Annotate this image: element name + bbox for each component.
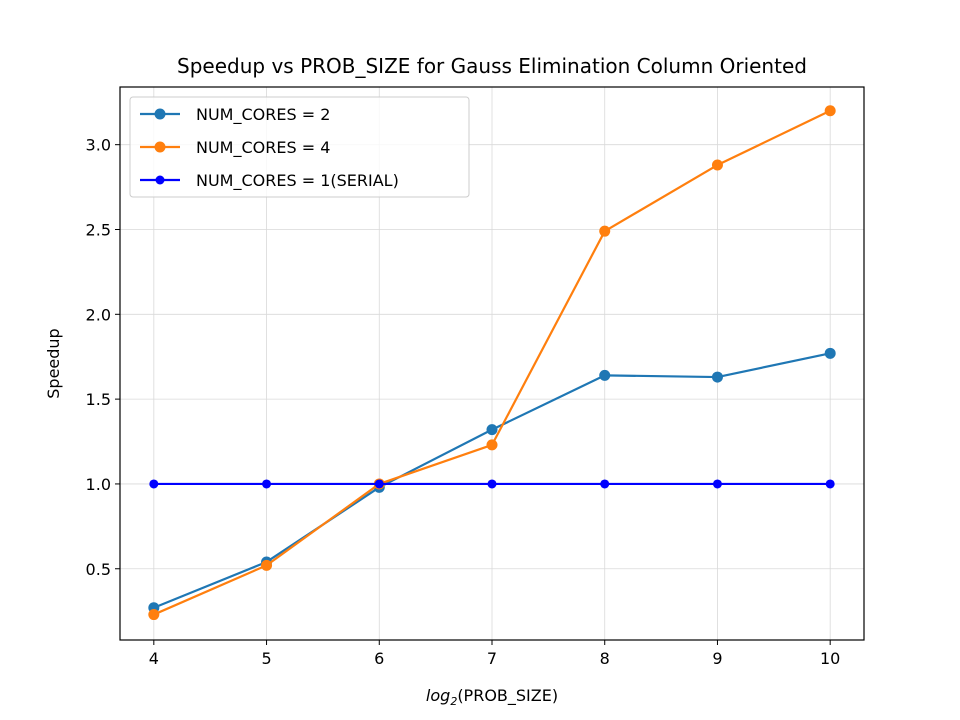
series-3 bbox=[149, 479, 835, 489]
data-point bbox=[486, 439, 498, 451]
data-point bbox=[599, 369, 611, 381]
data-point bbox=[711, 371, 723, 383]
x-axis-label: log2(PROB_SIZE) bbox=[426, 686, 558, 708]
x-tick-label: 5 bbox=[261, 649, 271, 668]
data-point bbox=[824, 105, 836, 117]
x-tick-label: 10 bbox=[820, 649, 840, 668]
x-tick-label: 7 bbox=[487, 649, 497, 668]
x-tick-label: 9 bbox=[712, 649, 722, 668]
data-point bbox=[487, 479, 497, 489]
data-point bbox=[148, 609, 160, 621]
chart-title: Speedup vs PROB_SIZE for Gauss Eliminati… bbox=[177, 54, 807, 78]
data-point bbox=[374, 479, 384, 489]
y-tick-label: 1.0 bbox=[86, 475, 111, 494]
y-tick-label: 1.5 bbox=[86, 390, 111, 409]
legend-box bbox=[129, 96, 470, 198]
data-point bbox=[149, 479, 159, 489]
x-tick-label: 6 bbox=[374, 649, 384, 668]
legend-label: NUM_CORES = 2 bbox=[196, 105, 330, 125]
x-tick-label: 4 bbox=[149, 649, 159, 668]
x-tick-label: 8 bbox=[600, 649, 610, 668]
data-point bbox=[486, 424, 498, 436]
legend-marker bbox=[154, 108, 166, 120]
legend-marker bbox=[155, 175, 165, 185]
data-point bbox=[599, 225, 611, 237]
legend-item: NUM_CORES = 1(SERIAL) bbox=[140, 171, 399, 191]
x-axis-label-prefix: log bbox=[426, 686, 450, 705]
axis-ticks: 4 5 6 7 8 9 10 0.5 1.0 1.5 2.0 2.5 3.0 bbox=[86, 136, 841, 668]
data-point bbox=[600, 479, 610, 489]
y-tick-label: 0.5 bbox=[86, 560, 111, 579]
legend-item: NUM_CORES = 2 bbox=[140, 105, 330, 125]
legend-label: NUM_CORES = 4 bbox=[196, 138, 330, 158]
legend-label: NUM_CORES = 1(SERIAL) bbox=[196, 171, 399, 191]
data-point bbox=[262, 479, 272, 489]
legend-marker bbox=[154, 141, 166, 153]
data-point bbox=[825, 479, 835, 489]
data-point bbox=[711, 159, 723, 171]
legend-item: NUM_CORES = 4 bbox=[140, 138, 330, 158]
data-point bbox=[261, 559, 273, 571]
data-point bbox=[712, 479, 722, 489]
legend: NUM_CORES = 2 NUM_CORES = 4 NUM_CORES = 1(… bbox=[129, 96, 470, 198]
series-layer bbox=[148, 105, 836, 621]
y-tick-label: 2.5 bbox=[86, 220, 111, 239]
x-axis-label-suffix: (PROB_SIZE) bbox=[457, 686, 558, 706]
y-tick-label: 3.0 bbox=[86, 136, 111, 155]
y-tick-label: 2.0 bbox=[86, 305, 111, 324]
data-point bbox=[824, 347, 836, 359]
y-axis-label: Speedup bbox=[44, 328, 63, 398]
x-axis-label-subscript: 2 bbox=[450, 695, 457, 708]
